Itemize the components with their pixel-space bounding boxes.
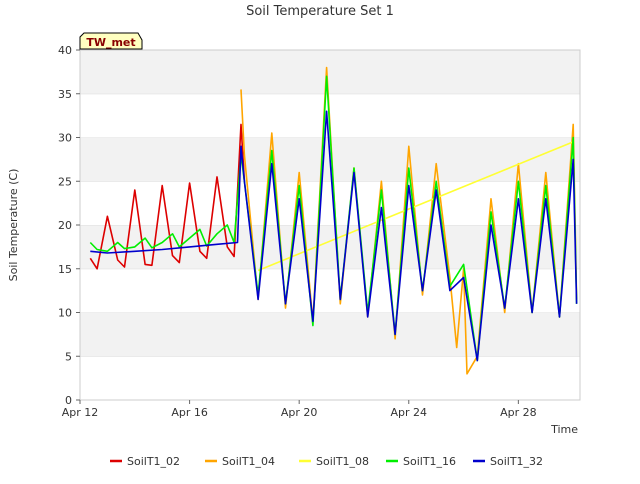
- y-tick-label: 10: [58, 307, 72, 320]
- series-line-soilt1-02: [89, 123, 246, 270]
- grid-band: [80, 268, 580, 313]
- grid-band: [80, 50, 580, 94]
- y-tick-label: 20: [58, 219, 72, 232]
- legend-label: SoilT1_16: [403, 455, 456, 468]
- y-tick-label: 30: [58, 132, 72, 145]
- series-line-soilt1-08: [257, 141, 574, 272]
- x-tick-label: Apr 24: [391, 406, 428, 419]
- x-axis: Apr 12 Apr 16 Apr 20 Apr 24 Apr 28: [62, 400, 537, 419]
- x-tick-label: Apr 20: [281, 406, 318, 419]
- legend-label: SoilT1_08: [316, 455, 369, 468]
- y-tick-label: 0: [65, 394, 72, 407]
- x-axis-label: Time: [550, 423, 578, 436]
- legend-label: SoilT1_02: [127, 455, 180, 468]
- series-line-soilt1-16: [89, 75, 578, 362]
- station-badge-box: [79, 32, 143, 50]
- grid-band: [80, 181, 580, 225]
- y-axis: 0 5 10 15 20 25 30 35 40: [58, 44, 80, 407]
- x-tick-label: Apr 12: [62, 406, 99, 419]
- legend-label: SoilT1_04: [222, 455, 275, 468]
- y-tick-label: 35: [58, 88, 72, 101]
- station-badge-label: TW_met: [86, 36, 135, 49]
- grid-bands: [80, 49, 580, 400]
- station-badge: TW_met: [79, 32, 143, 50]
- x-tick-label: Apr 28: [500, 406, 537, 419]
- y-axis-label: Soil Temperature (C): [7, 169, 20, 282]
- y-tick-label: 25: [58, 175, 72, 188]
- y-tick-label: 5: [65, 350, 72, 363]
- series-line-soilt1-32: [90, 110, 578, 362]
- legend-label: SoilT1_32: [490, 455, 543, 468]
- x-tick-label: Apr 16: [171, 406, 208, 419]
- series-lines: [89, 66, 578, 375]
- y-tick-label: 40: [58, 44, 72, 57]
- legend: SoilT1_02 SoilT1_04 SoilT1_08 SoilT1_16 Soil…: [110, 455, 543, 468]
- grid-band: [80, 312, 580, 357]
- y-tick-label: 15: [58, 263, 72, 276]
- grid-band: [80, 356, 580, 400]
- series-line-soilt1-04: [240, 66, 578, 375]
- chart-title: Soil Temperature Set 1: [246, 4, 394, 19]
